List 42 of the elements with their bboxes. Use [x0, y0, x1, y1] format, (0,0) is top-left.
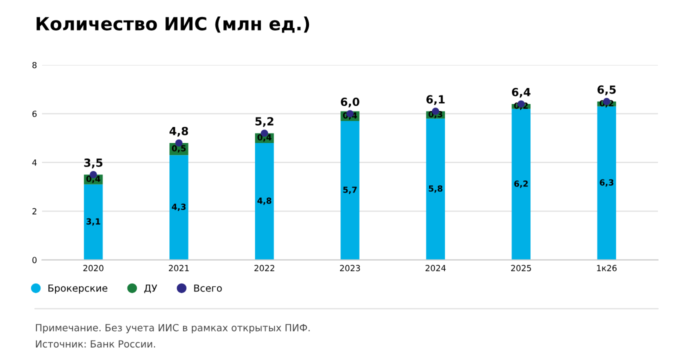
bar: [512, 108, 531, 260]
data-label: 6,2: [514, 180, 528, 188]
bar: [169, 155, 188, 260]
data-label: 6,5: [598, 85, 616, 96]
bar: [84, 184, 103, 260]
data-label: 5,7: [343, 186, 357, 194]
data-label: 4,8: [257, 198, 272, 205]
y-tick-label: 4: [32, 160, 37, 166]
text: Источник: Банк России.: [36, 340, 156, 348]
bar: [426, 118, 445, 260]
bar: [597, 106, 616, 260]
data-label: 0,4: [86, 176, 100, 183]
legend-label: Всего: [194, 284, 222, 292]
legend-label: Брокерские: [48, 284, 108, 294]
x-tick-label: 2024: [426, 264, 446, 272]
y-tick-label: 6: [32, 110, 37, 117]
x-tick-label: 2022: [254, 264, 274, 272]
bar: [340, 121, 360, 260]
x-tick-label: 2023: [340, 264, 360, 272]
data-label: 4,3: [172, 204, 186, 212]
x-tick-label: 2020: [83, 264, 104, 272]
x-tick-label: 2025: [511, 264, 531, 272]
x-tick-label: 1к26: [597, 264, 617, 272]
data-label: 6,0: [340, 98, 360, 108]
legend-label: ДУ: [144, 284, 158, 294]
chart-title: Количество ИИС (млн ед.): [36, 16, 310, 33]
data-label: 6,3: [600, 179, 614, 187]
bar: [255, 142, 274, 260]
data-label: 6,4: [512, 88, 530, 98]
data-label: 0,5: [172, 145, 186, 153]
data-label: 5,2: [255, 117, 274, 127]
data-label: 0,4: [257, 134, 272, 142]
y-tick-label: 2: [32, 208, 36, 214]
data-label: 3,1: [86, 218, 100, 226]
data-label: 5,8: [428, 185, 442, 193]
data-label: 6,1: [426, 95, 445, 105]
data-label: 3,5: [84, 158, 102, 168]
y-tick-label: 8: [32, 62, 37, 68]
text: Примечание. Без учета ИИС в рамках открытых ПИФ.: [36, 324, 310, 334]
data-label: 4,8: [170, 126, 188, 137]
y-tick-label: 0: [32, 256, 37, 264]
x-tick-label: 2021: [168, 264, 189, 272]
